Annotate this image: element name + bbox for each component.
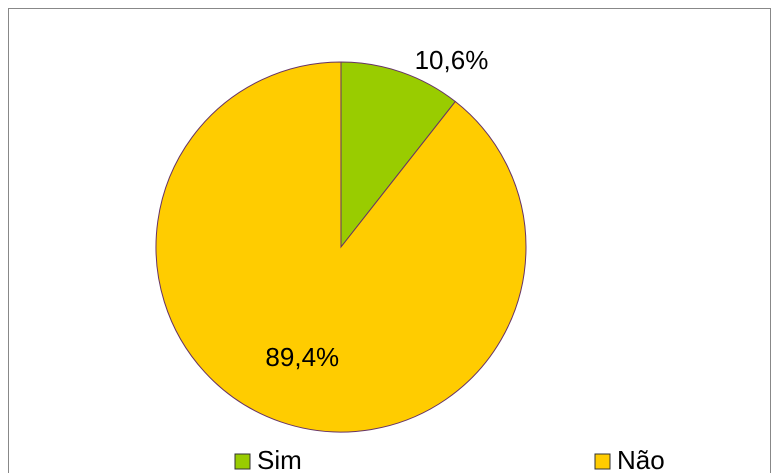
legend-label: Sim: [257, 445, 302, 473]
legend-swatch: [594, 453, 611, 470]
legend-label: Não: [617, 445, 665, 473]
data-label: 89,4%: [265, 342, 339, 372]
pie-slice: [340, 61, 457, 249]
pie-slice: [155, 61, 527, 433]
legend-swatch: [234, 453, 251, 470]
data-label: 10,6%: [415, 45, 489, 75]
